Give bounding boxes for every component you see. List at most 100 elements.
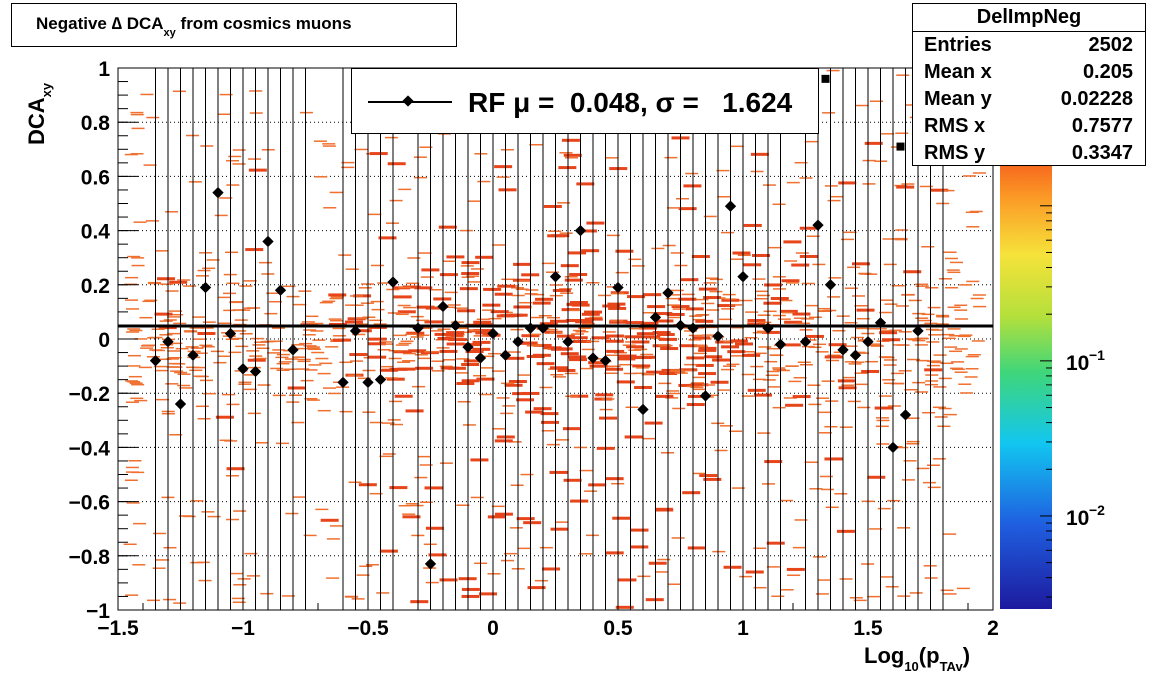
histogram-cell: [655, 508, 674, 512]
histogram-cell: [437, 328, 451, 330]
histogram-cell: [552, 288, 571, 292]
histogram-cell: [884, 359, 898, 361]
histogram-cell: [369, 421, 383, 424]
histogram-cell: [304, 397, 318, 400]
histogram-cell: [328, 293, 347, 297]
histogram-cell: [626, 345, 645, 349]
histogram-cell: [827, 354, 841, 357]
histogram-cell: [217, 355, 231, 358]
histogram-cell: [944, 346, 958, 348]
histogram-cell: [939, 278, 953, 280]
histogram-cell: [144, 299, 158, 302]
histogram-cell: [563, 478, 582, 482]
histogram-cell: [315, 357, 329, 360]
histogram-cell: [317, 372, 331, 375]
histogram-cell: [165, 383, 179, 385]
histogram-cell: [879, 331, 898, 335]
histogram-cell: [217, 113, 231, 116]
histogram-cell: [183, 330, 197, 332]
histogram-cell: [834, 493, 848, 495]
histogram-cell: [820, 488, 834, 491]
histogram-cell: [717, 304, 736, 308]
histogram-cell: [524, 293, 538, 295]
histogram-cell: [139, 316, 153, 319]
histogram-cell: [387, 162, 406, 166]
histogram-cell: [852, 351, 866, 354]
histogram-cell: [476, 377, 495, 381]
histogram-cell: [901, 183, 915, 185]
histogram-cell: [861, 369, 880, 373]
histogram-cell: [765, 374, 779, 377]
histogram-cell: [291, 421, 305, 424]
histogram-cell: [440, 366, 459, 370]
histogram-cell: [605, 477, 624, 481]
histogram-cell: [319, 362, 333, 365]
histogram-cell: [306, 346, 320, 348]
histogram-cell: [226, 159, 240, 162]
histogram-cell: [169, 433, 183, 436]
histogram-cell: [869, 100, 883, 103]
histogram-cell: [500, 148, 514, 151]
histogram-cell: [393, 334, 407, 337]
histogram-cell: [572, 329, 586, 332]
histogram-cell: [123, 543, 137, 546]
histogram-cell: [875, 417, 889, 419]
histogram-cell: [125, 594, 139, 596]
histogram-cell: [413, 176, 427, 179]
histogram-cell: [825, 400, 839, 402]
histogram-cell: [133, 522, 147, 525]
histogram-cell: [701, 334, 715, 336]
histogram-cell: [615, 605, 634, 609]
profile-marker: [599, 355, 612, 367]
histogram-cell: [405, 503, 419, 505]
histogram-cell: [695, 319, 714, 323]
histogram-cell: [753, 586, 767, 589]
histogram-cell: [184, 331, 198, 333]
histogram-cell: [784, 260, 798, 262]
histogram-cell: [662, 244, 676, 247]
histogram-cell: [922, 411, 936, 414]
histogram-cell: [599, 416, 618, 420]
histogram-cell: [867, 595, 881, 598]
histogram-cell: [758, 346, 772, 348]
histogram-cell: [754, 298, 768, 300]
profile-marker: [349, 325, 362, 337]
histogram-cell: [906, 440, 920, 443]
histogram-cell: [723, 565, 742, 569]
histogram-cell: [369, 319, 383, 322]
histogram-cell: [473, 374, 487, 377]
profile-marker: [874, 317, 887, 329]
histogram-cell: [243, 388, 257, 391]
histogram-cell: [564, 275, 578, 278]
histogram-cell: [947, 306, 961, 309]
histogram-cell: [817, 579, 831, 581]
histogram-cell: [768, 246, 782, 249]
x-tick-label: −0.5: [347, 617, 389, 640]
histogram-cell: [551, 234, 570, 238]
histogram-cell: [741, 373, 755, 376]
histogram-cell: [819, 475, 833, 478]
histogram-cell: [501, 559, 515, 562]
histogram-cell: [397, 310, 416, 314]
histogram-cell: [569, 358, 588, 362]
histogram-cell: [730, 258, 744, 260]
histogram-cell: [378, 236, 397, 240]
histogram-cell: [299, 111, 313, 114]
histogram-cell: [741, 395, 755, 397]
histogram-cell: [557, 368, 576, 372]
histogram-cell: [389, 486, 408, 490]
profile-marker: [574, 224, 587, 237]
histogram-cell: [770, 296, 789, 300]
histogram-cell: [414, 354, 428, 356]
histogram-cell: [925, 287, 939, 289]
histogram-cell: [234, 319, 248, 321]
histogram-cell: [763, 310, 777, 313]
histogram-cell: [882, 379, 896, 381]
histogram-cell: [362, 316, 376, 319]
histogram-cell: [477, 180, 491, 183]
histogram-cell: [518, 374, 532, 376]
stats-row: Mean x 0.205: [924, 61, 1133, 83]
histogram-cell: [143, 164, 157, 166]
histogram-cell: [630, 528, 649, 532]
profile-marker: [437, 300, 449, 313]
